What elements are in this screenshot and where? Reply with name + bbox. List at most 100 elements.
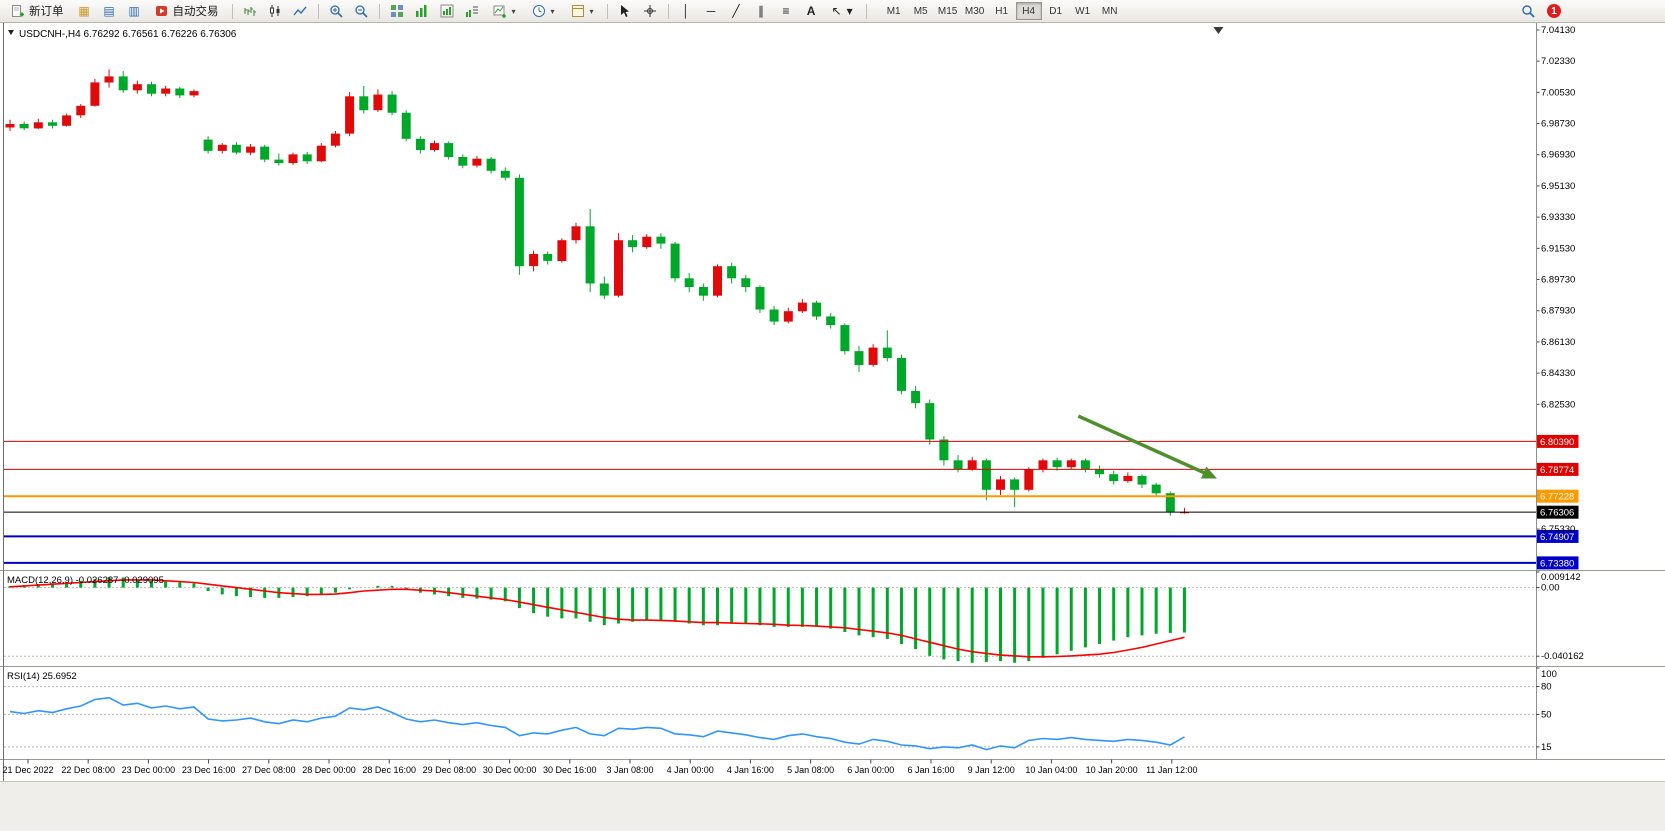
timeframe-button-w1[interactable]: W1	[1070, 2, 1096, 20]
time-axis-label: 30 Dec 16:00	[543, 765, 597, 775]
time-axis-label: 29 Dec 08:00	[423, 765, 477, 775]
candle-body	[316, 145, 326, 162]
indicators-button[interactable]	[411, 1, 434, 21]
candle-body	[415, 138, 425, 151]
new-order-button[interactable]: 新订单	[4, 1, 71, 21]
period-selector-button[interactable]: ▾	[525, 1, 562, 21]
time-axis-label: 28 Dec 16:00	[362, 765, 416, 775]
trend-arrow-line[interactable]	[1077, 414, 1210, 477]
candle-body	[996, 479, 1005, 490]
macd-axis-label: 0.00	[1541, 583, 1560, 594]
price-line-label: 6.78774	[1540, 465, 1574, 476]
price-axis-label: 6.82530	[1541, 399, 1575, 410]
chart-title: USDCNH-,H4 6.76292 6.76561 6.76226 6.763…	[19, 29, 237, 40]
arrows-tool-button[interactable]: ↖ ▾	[825, 1, 860, 21]
candle-body	[599, 283, 609, 296]
channel-tool-button[interactable]: ∥	[750, 1, 773, 21]
candle-body	[571, 226, 581, 241]
candle-body	[897, 358, 906, 391]
candle-body	[458, 157, 468, 166]
search-button[interactable]	[1516, 1, 1539, 21]
candle-body	[19, 124, 29, 129]
candle-body	[486, 158, 496, 171]
candle-body	[401, 112, 411, 139]
text-tool-icon: A	[806, 4, 816, 18]
timeframe-button-h4[interactable]: H4	[1015, 2, 1042, 20]
candle-body	[812, 302, 822, 317]
zoom-in-button[interactable]	[325, 1, 348, 21]
price-axis-label: 7.02330	[1541, 56, 1575, 67]
navigator-button[interactable]: ▥	[123, 1, 146, 21]
new-order-label: 新订单	[29, 6, 64, 18]
tile-windows-button[interactable]	[386, 1, 409, 21]
candle-body	[161, 88, 171, 94]
fibonacci-tool-button[interactable]: ≡	[775, 1, 798, 21]
line-chart-button[interactable]	[289, 1, 312, 21]
price-line-label: 6.77228	[1540, 492, 1574, 503]
candle-body	[925, 403, 935, 440]
template-button[interactable]: ▾	[564, 1, 601, 21]
candle-body	[330, 133, 340, 146]
market-watch-icon: ▦	[78, 4, 90, 18]
candle-body	[642, 236, 652, 248]
crosshair-button[interactable]	[639, 1, 662, 21]
time-axis-label: 10 Jan 04:00	[1025, 765, 1077, 775]
chart-canvas[interactable]: 6.80390 6.78774 6.77228 6.76306 6.74907 6.733…	[0, 23, 1665, 781]
candlestick-chart-button[interactable]	[264, 1, 287, 21]
time-axis-label: 9 Jan 12:00	[968, 765, 1015, 775]
candle-body	[387, 94, 397, 113]
chart-shift-marker[interactable]	[1213, 27, 1224, 34]
candle-body	[1137, 475, 1147, 485]
price-line-label: 6.76306	[1540, 508, 1574, 519]
candle-body	[911, 391, 921, 404]
candle-body	[529, 254, 539, 267]
candle-body	[33, 122, 43, 129]
candle-body	[231, 144, 241, 153]
chart-window: 6.80390 6.78774 6.77228 6.76306 6.74907 6.733…	[0, 23, 1665, 781]
zoom-out-button[interactable]	[350, 1, 373, 21]
candle-body	[5, 124, 15, 128]
market-watch-button[interactable]: ▦	[73, 1, 96, 21]
vertical-line-tool-button[interactable]: │	[675, 1, 698, 21]
time-axis-label: 10 Jan 20:00	[1086, 765, 1138, 775]
cursor-button[interactable]	[614, 1, 637, 21]
objects-list-button[interactable]	[461, 1, 484, 21]
price-axis-label: 6.89730	[1541, 275, 1575, 286]
main-toolbar: 新订单 ▦ ▤ ▥ 自动交易 ▾ ▾ ▾	[0, 0, 1665, 23]
rsi-line	[9, 696, 1185, 751]
candle-body	[939, 439, 949, 461]
timeframe-button-m15[interactable]: M15	[935, 2, 961, 20]
bar-chart-button[interactable]	[239, 1, 262, 21]
notification-badge[interactable]: 1	[1547, 4, 1561, 18]
timeframe-button-m30[interactable]: M30	[962, 2, 988, 20]
price-axis-label: 7.04130	[1541, 25, 1575, 36]
channel-icon: ∥	[758, 4, 765, 18]
chart-background[interactable]	[0, 23, 1665, 781]
rsi-axis-label: 15	[1541, 742, 1552, 753]
autotrade-button[interactable]: 自动交易	[148, 1, 226, 21]
data-window-icon: ▤	[103, 4, 115, 18]
candle-body	[1123, 475, 1133, 482]
candle-body	[500, 170, 510, 178]
timeframe-button-d1[interactable]: D1	[1043, 2, 1069, 20]
time-axis-label: 6 Jan 00:00	[847, 765, 894, 775]
timeframe-button-m1[interactable]: M1	[881, 2, 907, 20]
vertical-line-icon: │	[682, 4, 690, 18]
data-window-button[interactable]: ▤	[98, 1, 121, 21]
toolbar-separator	[317, 3, 319, 19]
text-tool-button[interactable]: A	[800, 1, 823, 21]
candle-body	[797, 302, 807, 312]
timeframe-button-mn[interactable]: MN	[1097, 2, 1123, 20]
horizontal-line-tool-button[interactable]: ─	[700, 1, 723, 21]
trend-arrow-head[interactable]	[1200, 466, 1217, 479]
timeframe-button-m5[interactable]: M5	[908, 2, 934, 20]
indicator-window-button[interactable]	[436, 1, 459, 21]
chart-menu-arrow-icon[interactable]	[8, 30, 14, 35]
indicator-window-icon	[440, 4, 454, 18]
candle-body	[359, 96, 369, 111]
candle-body	[104, 76, 114, 83]
new-chart-button[interactable]: ▾	[486, 1, 523, 21]
trendline-tool-button[interactable]: ╱	[725, 1, 748, 21]
price-axis-label: 6.93330	[1541, 212, 1575, 223]
timeframe-button-h1[interactable]: H1	[989, 2, 1015, 20]
